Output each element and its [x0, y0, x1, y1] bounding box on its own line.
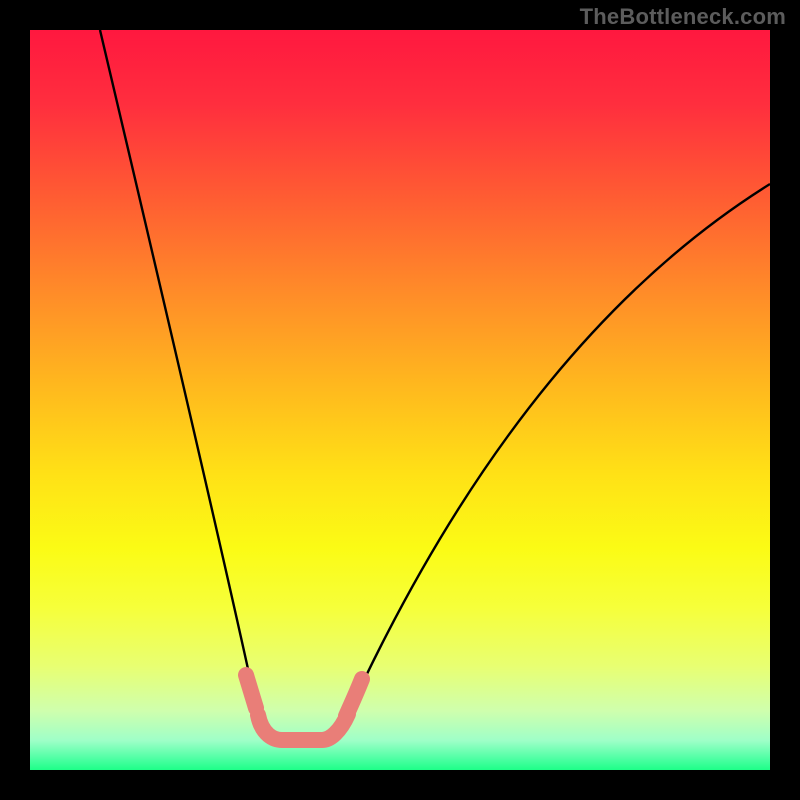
bottleneck-chart: [0, 0, 800, 800]
chart-frame: TheBottleneck.com: [0, 0, 800, 800]
overlay-left-segment: [246, 675, 256, 708]
gradient-background: [30, 30, 770, 770]
watermark-label: TheBottleneck.com: [580, 4, 786, 30]
